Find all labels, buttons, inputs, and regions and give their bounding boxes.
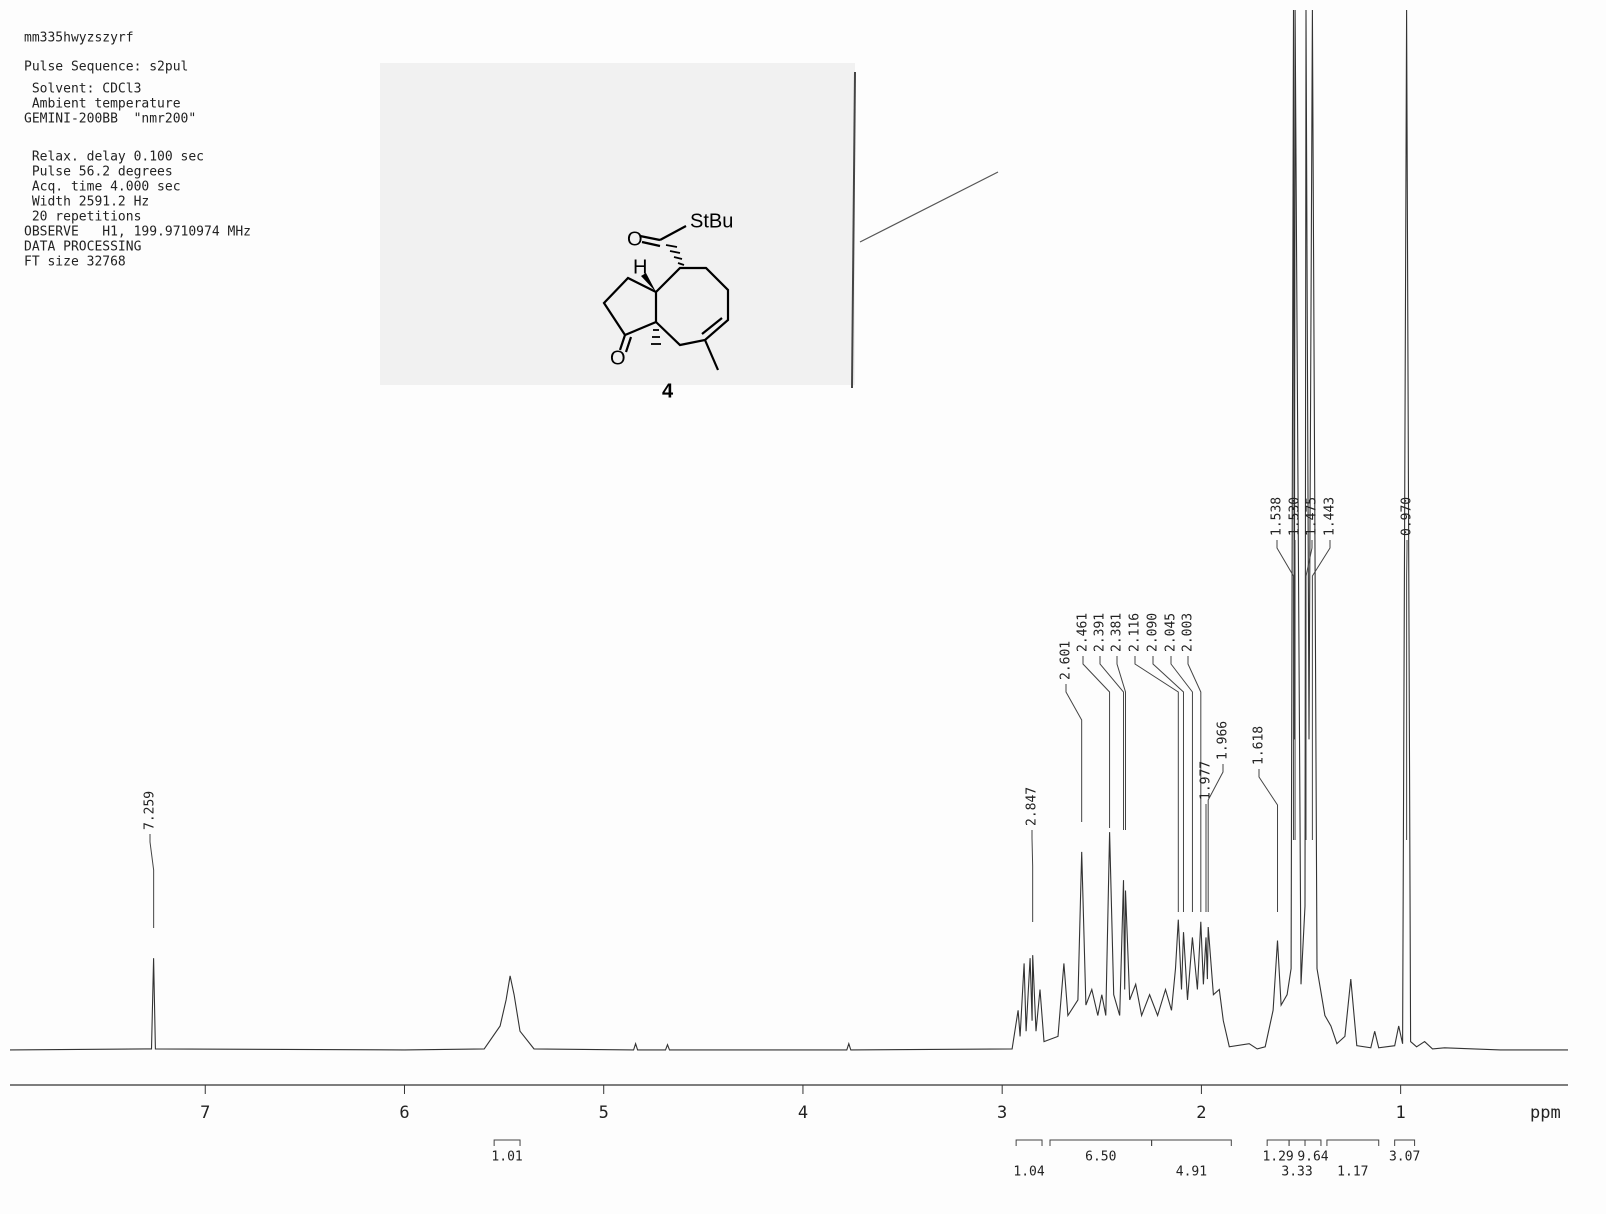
x-tick-label: 7 — [200, 1103, 210, 1123]
integral-label: 4.91 — [1176, 1165, 1207, 1180]
peak-label: 2.391 — [1093, 613, 1108, 652]
integral-bracket — [1049, 1139, 1153, 1146]
integral-label: 1.01 — [491, 1150, 522, 1165]
x-tick-label: 4 — [798, 1103, 808, 1123]
x-axis-label: ppm — [1530, 1103, 1561, 1123]
oxygen-label: O — [627, 228, 643, 250]
header-line: Acq. time 4.000 sec — [24, 180, 181, 195]
integral-bracket — [1151, 1139, 1232, 1146]
x-tick-label: 6 — [399, 1103, 409, 1123]
peak-label: 2.090 — [1146, 613, 1161, 652]
peak-leader — [1082, 656, 1111, 828]
integral-bracket — [1394, 1139, 1416, 1146]
header-line: Width 2591.2 Hz — [24, 195, 149, 210]
header-line: Pulse 56.2 degrees — [24, 165, 173, 180]
header-line: OBSERVE H1, 199.9710974 MHz — [24, 225, 251, 240]
integral-label: 1.04 — [1013, 1165, 1044, 1180]
header-line: Pulse Sequence: s2pul — [24, 60, 188, 75]
peak-leader — [1311, 540, 1331, 840]
peak-leader — [1187, 656, 1202, 912]
peak-label: 2.116 — [1128, 613, 1143, 652]
integral-label: 3.33 — [1281, 1165, 1312, 1180]
peak-leader — [1152, 656, 1184, 912]
x-tick-label: 3 — [997, 1103, 1007, 1123]
spectrum-line — [9, 9, 1568, 1051]
peak-label: 0.970 — [1400, 497, 1415, 536]
integral-bracket — [1304, 1139, 1322, 1146]
header-line: Relax. delay 0.100 sec — [24, 150, 204, 165]
integral-bracket — [493, 1139, 521, 1146]
peak-label: 1.530 — [1288, 497, 1303, 536]
x-tick-label: 2 — [1196, 1103, 1206, 1123]
peak-leader — [1065, 684, 1083, 822]
peak-leader — [1031, 830, 1034, 922]
stray-line — [859, 171, 999, 243]
bold-wedge — [641, 273, 656, 292]
peak-label: 2.381 — [1110, 613, 1125, 652]
header-line: GEMINI-200BB "nmr200" — [24, 112, 196, 127]
peak-label: 2.601 — [1059, 641, 1074, 680]
peak-label: 2.045 — [1164, 613, 1179, 652]
peak-leader — [1276, 540, 1294, 840]
hydrogen-label: H — [633, 256, 647, 278]
peak-leader — [1134, 656, 1179, 912]
peak-label: 1.618 — [1252, 726, 1267, 765]
integral-label: 1.29 — [1262, 1150, 1293, 1165]
peak-label: 2.461 — [1076, 613, 1091, 652]
x-tick-label: 5 — [599, 1103, 609, 1123]
peak-label: 1.443 — [1323, 497, 1338, 536]
peak-leader — [1170, 656, 1193, 912]
integral-bracket — [1266, 1139, 1290, 1146]
header-line: Solvent: CDCl3 — [24, 82, 141, 97]
header-line: DATA PROCESSING — [24, 240, 142, 255]
peak-label: 1.977 — [1199, 761, 1214, 800]
peak-leader — [1099, 656, 1125, 830]
integral-label: 3.07 — [1389, 1150, 1420, 1165]
peak-label: 7.259 — [143, 791, 158, 830]
header-line: 20 repetitions — [24, 210, 141, 225]
peak-leader — [1207, 764, 1224, 912]
peak-leader — [1258, 769, 1279, 912]
integral-label: 9.64 — [1297, 1150, 1328, 1165]
header-line: Ambient temperature — [24, 97, 181, 112]
peak-leader — [1116, 656, 1127, 830]
peak-leader — [1305, 540, 1313, 840]
x-tick-label: 1 — [1396, 1103, 1406, 1123]
peak-label: 1.538 — [1270, 497, 1285, 536]
panel-edge — [851, 71, 856, 389]
peak-label: 2.847 — [1025, 787, 1040, 826]
integral-bracket — [1288, 1139, 1306, 1146]
substituent-label: StBu — [690, 210, 733, 232]
header-line: FT size 32768 — [24, 255, 126, 270]
integral-bracket — [1015, 1139, 1043, 1146]
peak-label: 1.475 — [1305, 497, 1320, 536]
hashed-wedges — [651, 244, 685, 345]
integral-label: 6.50 — [1085, 1150, 1116, 1165]
peak-label: 1.966 — [1216, 721, 1231, 760]
peak-leader — [149, 834, 155, 928]
header-line: mm335hwyzszyrf — [24, 31, 134, 46]
integral-bracket — [1326, 1139, 1380, 1146]
structure-bonds — [602, 225, 730, 371]
integral-label: 1.17 — [1337, 1165, 1368, 1180]
oxygen-label: O — [610, 347, 626, 369]
peak-label: 2.003 — [1181, 613, 1196, 652]
compound-number: 4 — [662, 380, 674, 402]
structure-panel — [380, 63, 855, 385]
